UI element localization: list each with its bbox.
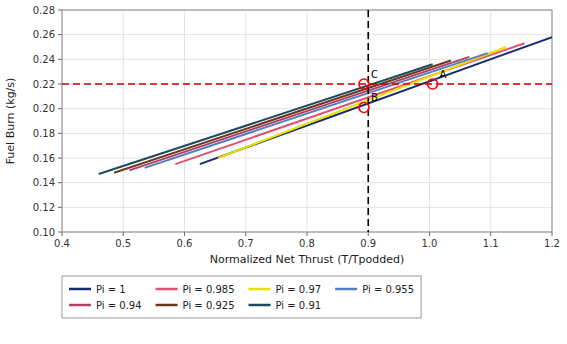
tick-label: 0.6 xyxy=(177,238,193,249)
tick xyxy=(58,84,62,85)
annotation-label: B xyxy=(371,92,378,103)
tick-label: 0.22 xyxy=(33,79,55,90)
tick-label: 1.1 xyxy=(483,238,499,249)
y-axis-label: Fuel Burn (kg/s) xyxy=(4,78,17,165)
tick-label: 0.26 xyxy=(33,29,55,40)
grid-line xyxy=(307,10,308,232)
tick xyxy=(307,232,308,236)
tick-label: 1.2 xyxy=(544,238,560,249)
plot-area xyxy=(62,10,552,232)
legend-label: Pi = 0.955 xyxy=(362,284,414,295)
tick xyxy=(368,232,369,236)
legend-swatch xyxy=(156,288,178,291)
grid-line xyxy=(62,133,552,134)
legend-label: Pi = 1 xyxy=(96,284,126,295)
grid-line xyxy=(184,10,185,232)
tick-label: 0.16 xyxy=(33,153,55,164)
annotation-label: C xyxy=(371,69,378,80)
legend-swatch xyxy=(335,288,357,291)
reference-line xyxy=(62,83,552,85)
tick-label: 0.9 xyxy=(360,238,376,249)
annotation-marker xyxy=(428,79,438,89)
x-axis-label: Normalized Net Thrust (T/Tpodded) xyxy=(210,253,405,266)
annotation-label: A xyxy=(440,69,447,80)
grid-line xyxy=(123,10,124,232)
data-layer xyxy=(62,10,552,232)
legend-label: Pi = 0.91 xyxy=(276,300,322,311)
grid xyxy=(62,10,552,232)
annotation-marker xyxy=(359,102,369,112)
tick xyxy=(58,108,62,109)
annotation-marker xyxy=(359,79,369,89)
tick-label: 0.5 xyxy=(115,238,131,249)
plot-frame xyxy=(62,10,552,232)
reference-line xyxy=(367,10,369,232)
grid-line xyxy=(490,10,491,232)
grid-line xyxy=(62,158,552,159)
tick xyxy=(58,59,62,60)
tick-label: 0.4 xyxy=(54,238,70,249)
tick-label: 0.20 xyxy=(33,103,55,114)
legend-swatch xyxy=(69,304,91,307)
legend-label: Pi = 0.925 xyxy=(183,300,235,311)
tick xyxy=(552,232,553,236)
series-line xyxy=(175,43,524,164)
tick xyxy=(123,232,124,236)
tick xyxy=(184,232,185,236)
tick xyxy=(58,34,62,35)
legend-swatch xyxy=(69,288,91,291)
chart: 0.4 0.5 0.6 0.7 0.8 0.9 1.0 1.1 1.2 0.10 0.12 0.14 0… xyxy=(0,0,567,344)
grid-line xyxy=(62,84,552,85)
tick xyxy=(58,207,62,208)
tick xyxy=(62,232,63,236)
legend-label: Pi = 0.97 xyxy=(276,284,322,295)
tick xyxy=(429,232,430,236)
series-line xyxy=(218,47,506,158)
grid-line xyxy=(62,34,552,35)
legend-swatch xyxy=(249,304,271,307)
tick-label: 0.14 xyxy=(33,177,55,188)
tick-label: 0.10 xyxy=(33,227,55,238)
legend-swatch xyxy=(156,304,178,307)
series-line xyxy=(129,57,469,170)
tick xyxy=(58,10,62,11)
tick-label: 0.8 xyxy=(299,238,315,249)
series-line xyxy=(114,61,451,173)
tick xyxy=(245,232,246,236)
tick-label: 0.24 xyxy=(33,54,55,65)
tick-label: 0.18 xyxy=(33,128,55,139)
tick xyxy=(490,232,491,236)
tick xyxy=(58,232,62,233)
series-line xyxy=(200,37,552,164)
tick-label: 0.28 xyxy=(33,5,55,16)
grid-line xyxy=(368,10,369,232)
tick xyxy=(58,158,62,159)
tick xyxy=(58,133,62,134)
legend-frame xyxy=(62,276,421,318)
legend-label: Pi = 0.985 xyxy=(183,284,235,295)
grid-line xyxy=(245,10,246,232)
series-line xyxy=(99,64,433,174)
tick xyxy=(58,182,62,183)
tick-label: 0.12 xyxy=(33,202,55,213)
legend-swatch xyxy=(249,288,271,291)
grid-line xyxy=(62,207,552,208)
series-line xyxy=(145,53,488,168)
grid-line xyxy=(429,10,430,232)
tick-label: 0.7 xyxy=(238,238,254,249)
tick-label: 1.0 xyxy=(422,238,438,249)
grid-line xyxy=(62,182,552,183)
legend-label: Pi = 0.94 xyxy=(96,300,142,311)
legend: Pi = 1 Pi = 0.985 Pi = 0.97 Pi = 0.955 Pi = … xyxy=(62,276,421,318)
